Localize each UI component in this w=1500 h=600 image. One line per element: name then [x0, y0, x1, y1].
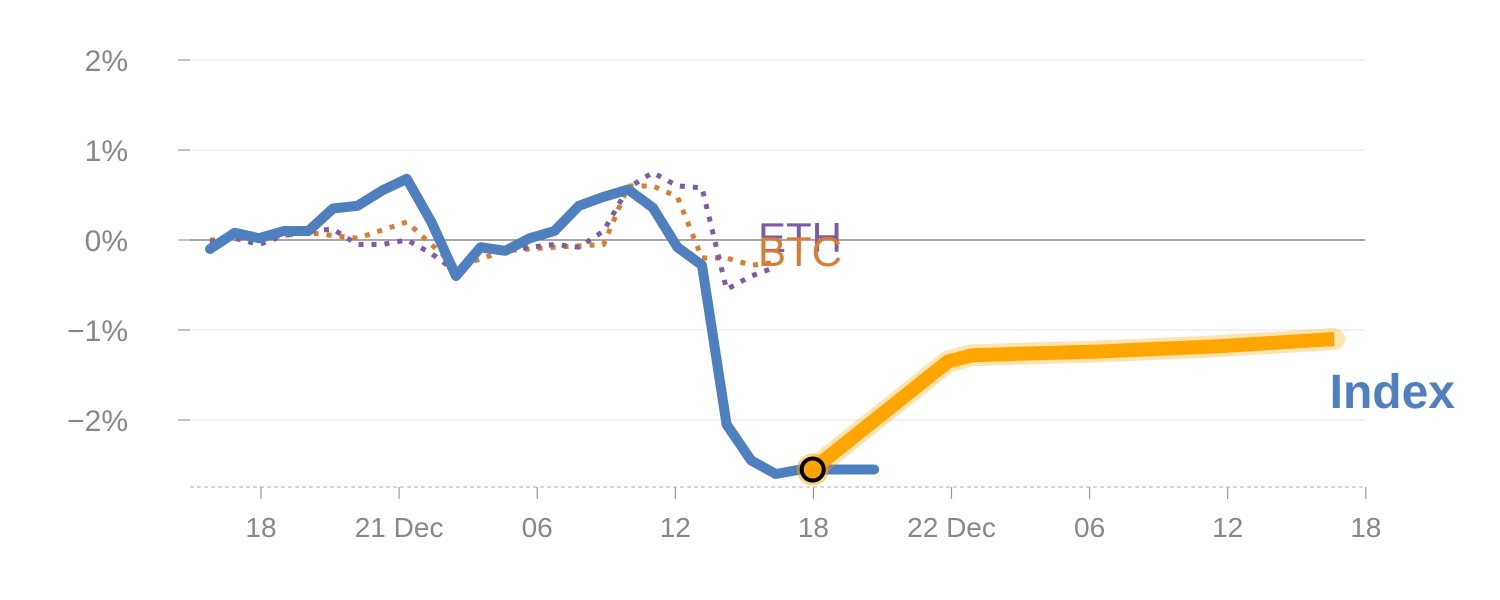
series-label-eth: ETH	[758, 214, 842, 261]
x-tick-label: 22 Dec	[907, 512, 996, 543]
x-tick-label: 06	[1074, 512, 1105, 543]
x-tick-label: 18	[798, 512, 829, 543]
series-lines	[205, 170, 1346, 486]
x-tick-label: 12	[660, 512, 691, 543]
series-line-index-projection	[808, 332, 1335, 475]
series-label-btc: BTC	[758, 228, 842, 275]
x-tick-label: 06	[522, 512, 553, 543]
grid-lines	[190, 59, 1365, 421]
x-tick-label: 21 Dec	[355, 512, 444, 543]
y-axis: 2% 1% 0% −1% −2%	[67, 45, 190, 438]
series-label-index: Index	[1330, 366, 1456, 419]
y-tick-label: −2%	[67, 405, 128, 438]
y-tick-label: 2%	[85, 45, 128, 78]
x-tick-label: 18	[1350, 512, 1381, 543]
y-tick-label: −1%	[67, 315, 128, 348]
x-tick-label: 18	[245, 512, 276, 543]
series-line-index	[205, 173, 880, 479]
series-line-eth	[209, 170, 777, 292]
series-labels: ETH BTC Index	[758, 214, 1455, 419]
x-axis: 18 21 Dec 06 12 18 22 Dec 06 12 18	[190, 486, 1381, 543]
y-tick-label: 1%	[85, 135, 128, 168]
highlight-point	[799, 456, 826, 483]
y-tick-label: 0%	[85, 225, 128, 258]
x-tick-label: 12	[1212, 512, 1243, 543]
